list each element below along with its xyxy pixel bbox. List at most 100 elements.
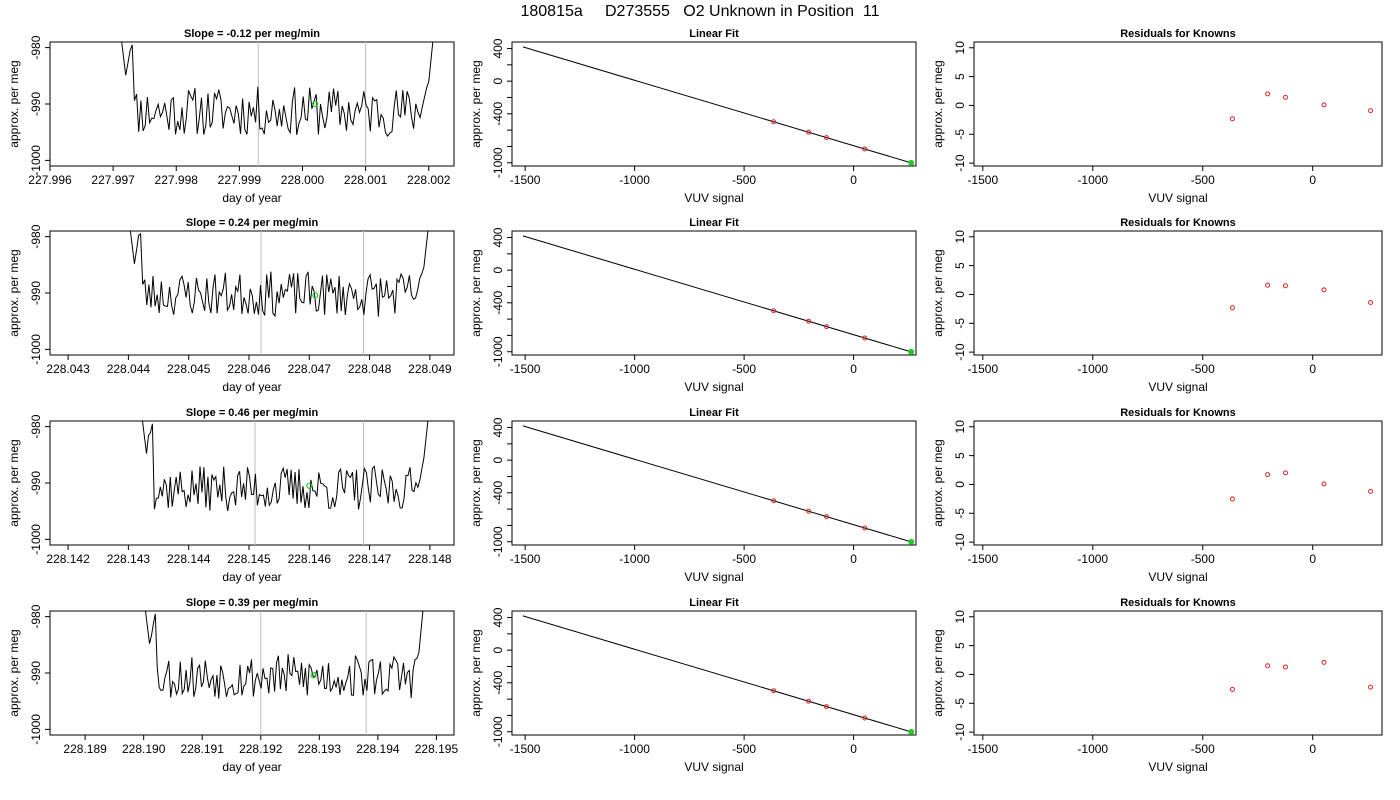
y-axis-label: approx. per meg (7, 249, 21, 336)
y-axis-label: approx. per meg (469, 60, 483, 147)
plot-frame (973, 230, 1383, 356)
plot-frame (49, 420, 455, 546)
y-tick-label: 5 (953, 262, 967, 269)
y-tick-label: -1000 (29, 334, 43, 365)
y-tick-label: -980 (29, 414, 43, 438)
unknown-sample-point (908, 159, 915, 166)
x-tick-label: -1500 (510, 362, 541, 376)
panel-title: Linear Fit (689, 217, 739, 229)
fit-line (522, 615, 912, 733)
x-tick-label: -500 (732, 742, 756, 756)
x-tick-label: 228.048 (348, 362, 392, 376)
x-tick-label: 0 (850, 362, 857, 376)
y-axis-label: approx. per meg (7, 60, 21, 147)
x-tick-label: 228.002 (407, 173, 451, 187)
x-tick-label: 227.999 (218, 173, 262, 187)
unknown-sample-point (312, 100, 319, 108)
residual-point (1321, 481, 1327, 487)
y-axis-label: approx. per meg (931, 249, 945, 336)
panel-title: Slope = -0.12 per meg/min (184, 28, 320, 40)
x-tick-label: -1000 (1077, 362, 1108, 376)
residual-point (1265, 472, 1271, 478)
plot-frame (511, 420, 917, 546)
y-tick-label: -10 (953, 723, 967, 741)
residual-point (1368, 488, 1374, 494)
x-tick-label: 0 (850, 552, 857, 566)
x-tick-label: -1000 (619, 362, 650, 376)
x-axis-label: day of year (222, 380, 281, 394)
plot-frame (511, 230, 917, 356)
y-tick-label: 5 (953, 452, 967, 459)
y-tick-label: -990 (29, 92, 43, 116)
panel-title: Residuals for Knowns (1120, 217, 1236, 229)
y-tick-label: -980 (29, 604, 43, 628)
panel-title: Residuals for Knowns (1120, 28, 1236, 40)
x-tick-label: 228.046 (227, 362, 271, 376)
unknown-sample-point (908, 348, 915, 355)
y-tick-label: -10 (953, 533, 967, 551)
panel-title: Linear Fit (689, 407, 739, 419)
panel-title: Linear Fit (689, 597, 739, 609)
x-tick-label: -1500 (510, 552, 541, 566)
x-tick-label: -1500 (967, 742, 998, 756)
x-axis-label: VUV signal (684, 380, 743, 394)
y-tick-label: 0 (491, 457, 505, 464)
x-tick-label: -500 (1191, 742, 1215, 756)
plot-frame (973, 610, 1383, 736)
known-standard-point (823, 324, 829, 330)
y-tick-label: 0 (953, 291, 967, 298)
known-standard-point (806, 698, 812, 704)
y-tick-label: 5 (953, 73, 967, 80)
y-tick-label: -400 (491, 290, 505, 314)
x-axis-label: VUV signal (684, 191, 743, 205)
y-tick-label: -1000 (29, 524, 43, 555)
x-tick-label: -1500 (967, 173, 998, 187)
y-tick-label: -1000 (491, 526, 505, 557)
x-tick-label: 0 (850, 742, 857, 756)
known-standard-point (823, 135, 829, 141)
y-tick-label: -1000 (29, 145, 43, 176)
y-tick-label: 0 (953, 671, 967, 678)
x-tick-label: -1500 (510, 173, 541, 187)
x-tick-label: 227.998 (155, 173, 199, 187)
y-tick-label: -990 (29, 471, 43, 495)
y-tick-label: -980 (29, 224, 43, 248)
y-tick-label: -400 (491, 670, 505, 694)
unknown-sample-point (312, 292, 319, 299)
x-tick-label: 228.000 (281, 173, 325, 187)
y-tick-label: 0 (491, 267, 505, 274)
y-tick-label: 0 (491, 647, 505, 654)
x-tick-label: 228.142 (46, 552, 90, 566)
y-tick-label: -5 (953, 129, 967, 140)
x-axis-label: VUV signal (684, 570, 743, 584)
x-axis-label: day of year (222, 760, 281, 774)
y-tick-label: -980 (29, 35, 43, 59)
x-axis-label: day of year (222, 191, 281, 205)
residual-point (1265, 282, 1271, 288)
x-tick-label: 0 (1309, 552, 1316, 566)
x-tick-label: -1500 (967, 362, 998, 376)
x-tick-label: 228.044 (107, 362, 151, 376)
residual-point (1229, 116, 1235, 122)
x-tick-label: -500 (1191, 552, 1215, 566)
x-tick-label: -500 (732, 173, 756, 187)
y-axis-label: approx. per meg (931, 629, 945, 716)
figure-title: 180815a D273555 O2 Unknown in Position 1… (520, 3, 880, 20)
x-tick-label: 0 (850, 173, 857, 187)
known-standard-point (806, 508, 812, 514)
unknown-sample-point (908, 538, 915, 545)
x-tick-label: 228.001 (344, 173, 388, 187)
known-standard-point (771, 688, 777, 694)
x-tick-label: 228.192 (239, 742, 283, 756)
y-tick-label: -1000 (491, 716, 505, 747)
y-axis-label: approx. per meg (469, 249, 483, 336)
panel-title: Slope = 0.46 per meg/min (186, 407, 319, 419)
y-tick-label: -1000 (491, 147, 505, 178)
x-tick-label: 228.047 (288, 362, 332, 376)
fit-line (522, 46, 912, 164)
panel-title: Linear Fit (689, 28, 739, 40)
y-axis-label: approx. per meg (469, 629, 483, 716)
x-tick-label: 228.043 (46, 362, 90, 376)
residual-point (1265, 663, 1271, 669)
